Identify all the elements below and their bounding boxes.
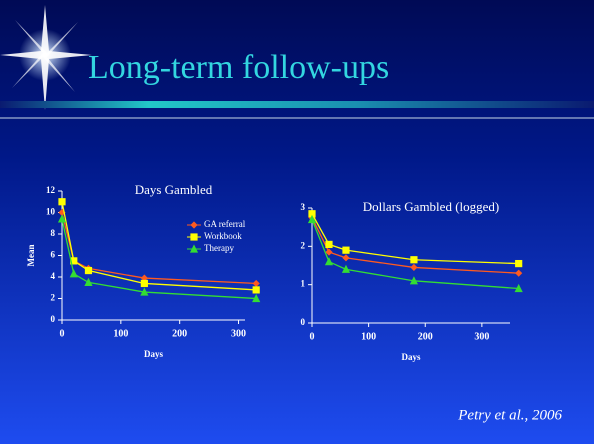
marker — [252, 286, 260, 294]
legend-label: GA referral — [204, 219, 246, 229]
y-tick-label: 4 — [51, 271, 56, 281]
slide-title: Long-term follow-ups — [88, 49, 389, 86]
y-tick-label: 2 — [301, 240, 306, 250]
marker — [410, 263, 418, 272]
marker — [252, 279, 260, 288]
legend-label: Therapy — [204, 243, 234, 253]
title-bar — [0, 101, 594, 108]
chart-title: Dollars Gambled (logged) — [363, 199, 499, 214]
x-tick-label: 100 — [361, 331, 376, 342]
marker — [515, 269, 523, 277]
marker — [190, 221, 198, 229]
y-tick-label: 3 — [301, 202, 306, 212]
x-tick-label: 0 — [310, 331, 315, 342]
marker — [342, 246, 350, 254]
y-tick-label: 0 — [301, 317, 306, 327]
x-axis-label: Days — [401, 352, 420, 362]
marker — [69, 269, 78, 278]
marker — [84, 266, 93, 275]
x-axis-label: Days — [144, 349, 163, 359]
x-tick-label: 300 — [231, 328, 246, 339]
x-tick-label: 0 — [60, 328, 65, 339]
marker — [252, 293, 261, 303]
marker — [325, 248, 333, 256]
y-tick-label: 6 — [51, 250, 56, 260]
marker — [341, 264, 351, 273]
marker — [307, 214, 317, 224]
citation: Petry et al., 2006 — [457, 407, 562, 423]
chart-title: Days Gambled — [135, 182, 213, 197]
marker — [57, 214, 67, 223]
marker — [409, 276, 419, 285]
y-tick-label: 2 — [51, 293, 56, 303]
legend-label: Workbook — [204, 231, 242, 241]
x-tick-label: 100 — [113, 328, 128, 339]
marker — [325, 240, 333, 249]
y-tick-label: 12 — [46, 185, 56, 195]
marker — [410, 256, 418, 264]
x-tick-label: 200 — [172, 328, 187, 339]
x-tick-label: 200 — [418, 331, 433, 342]
y-tick-label: 10 — [46, 207, 56, 217]
marker — [342, 254, 350, 262]
marker — [58, 198, 66, 206]
y-tick-label: 0 — [51, 314, 56, 324]
marker — [515, 259, 523, 268]
y-axis-label: Mean — [26, 245, 36, 267]
marker — [140, 287, 149, 296]
starburst — [0, 5, 92, 110]
marker — [70, 257, 78, 265]
marker — [308, 210, 316, 218]
marker — [324, 257, 334, 266]
marker — [514, 283, 523, 293]
marker — [84, 277, 93, 286]
y-tick-label: 8 — [51, 228, 56, 238]
marker — [190, 233, 198, 241]
x-tick-label: 300 — [474, 331, 489, 342]
y-tick-label: 1 — [301, 279, 306, 289]
divider — [0, 117, 594, 119]
marker — [140, 279, 148, 288]
marker — [189, 244, 199, 253]
